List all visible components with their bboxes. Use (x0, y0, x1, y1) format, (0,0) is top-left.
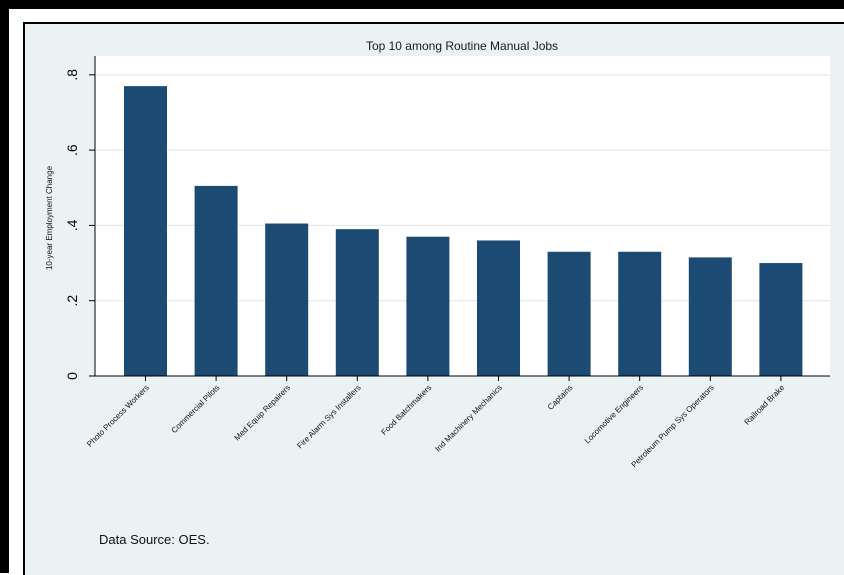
chart-title: Top 10 among Routine Manual Jobs (366, 39, 558, 53)
x-tick-label: Locomotive Engineers (583, 383, 645, 445)
bar (477, 240, 520, 376)
bar (124, 86, 167, 376)
bar (688, 257, 732, 376)
y-tick-label: .2 (64, 295, 80, 307)
y-tick-label: .6 (64, 144, 80, 156)
bar (265, 223, 309, 376)
y-tick-label: 0 (64, 372, 80, 380)
x-tick-label: Photo Process Workers (85, 383, 151, 449)
image-frame-left (0, 0, 9, 573)
image-frame-top (0, 0, 844, 9)
y-tick-label: .8 (64, 69, 80, 81)
x-tick-label: Railroad Brake (743, 383, 787, 427)
bar (406, 236, 450, 376)
bar (335, 229, 379, 376)
x-tick-label: Fire Alarm Sys Installers (295, 383, 362, 450)
bar (194, 185, 238, 376)
x-tick-label: Commercial Pilots (170, 383, 222, 435)
y-tick-label: .4 (64, 219, 80, 231)
x-tick-label: Ind Machinery Mechanics (433, 383, 504, 454)
x-tick-label: Food Batchmakers (379, 383, 433, 437)
data-source-note: Data Source: OES. (99, 532, 210, 547)
x-tick-label: Captains (546, 383, 575, 412)
bar (547, 251, 591, 376)
x-tick-label: Petroleum Pump Sys Operators (629, 383, 715, 469)
x-tick-label: Med Equip Repairers (233, 383, 293, 443)
y-axis-label: 10-year Employment Change (45, 165, 54, 270)
bar (618, 251, 662, 376)
bar (759, 263, 803, 376)
